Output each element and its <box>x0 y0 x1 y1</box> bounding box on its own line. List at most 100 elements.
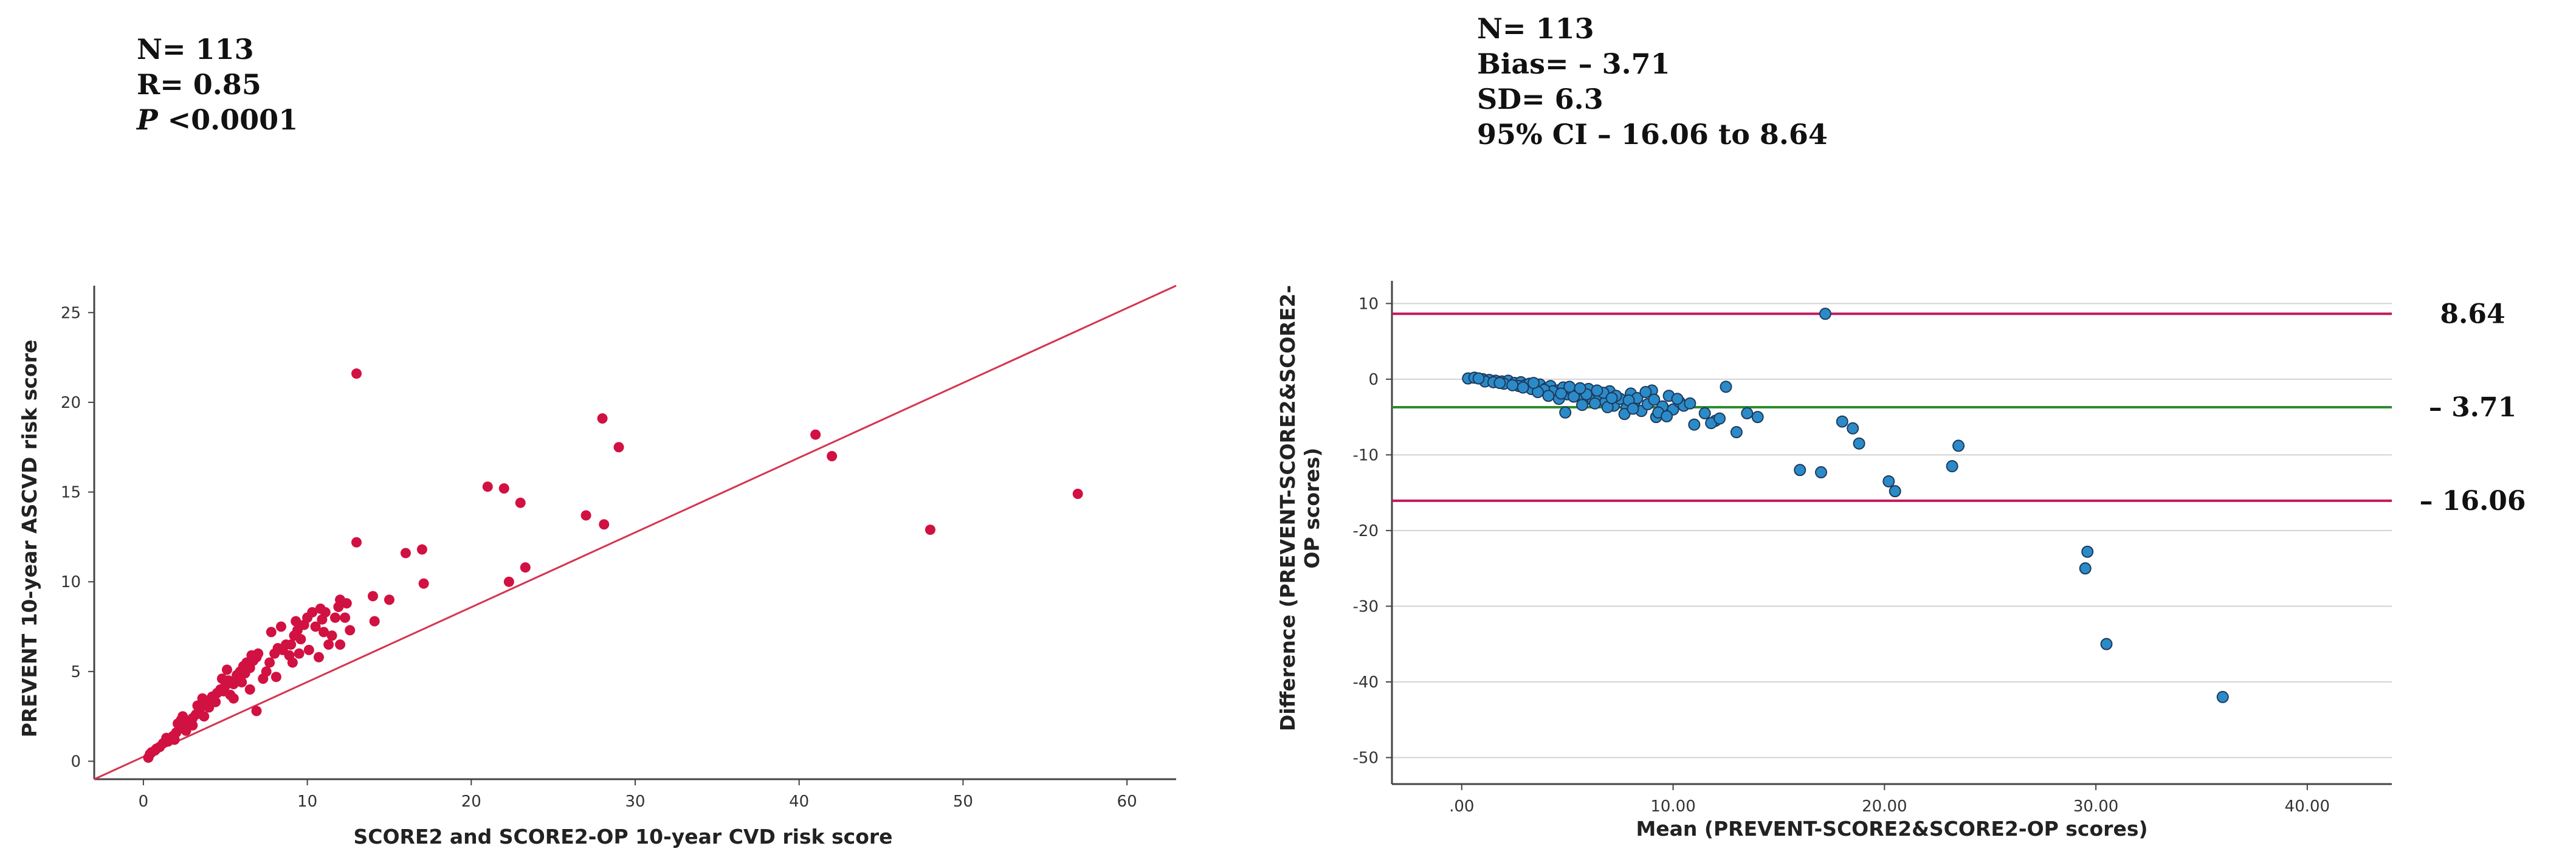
x-tick-label: 20 <box>461 793 481 811</box>
x-axis-title: SCORE2 and SCORE2-OP 10-year CVD risk sc… <box>353 825 892 848</box>
y-tick-label: -30 <box>1353 597 1379 616</box>
x-tick-label: 40.00 <box>2285 797 2330 816</box>
data-point <box>1713 412 1726 425</box>
data-point <box>1671 393 1684 405</box>
data-point <box>1627 402 1639 415</box>
data-point <box>1814 466 1827 479</box>
data-point <box>326 630 337 641</box>
data-point <box>228 679 239 690</box>
data-point <box>2081 545 2094 558</box>
p-symbol: P <box>137 103 158 136</box>
data-point <box>286 639 297 650</box>
data-point <box>503 576 514 587</box>
data-point <box>1555 387 1568 400</box>
data-point <box>313 652 324 663</box>
data-point <box>1605 391 1618 404</box>
data-point <box>1684 397 1696 410</box>
data-point <box>367 591 378 602</box>
data-point <box>335 639 346 650</box>
data-point <box>341 598 352 609</box>
p-value: <0.0001 <box>157 103 298 136</box>
data-point <box>169 734 180 745</box>
data-point <box>1527 377 1540 390</box>
data-point <box>1847 422 1859 435</box>
data-point <box>1836 415 1848 428</box>
reference-line-label: – 16.06 <box>2419 486 2526 517</box>
data-point <box>580 510 591 521</box>
data-point <box>1493 377 1506 390</box>
data-point <box>246 650 257 661</box>
data-point <box>192 700 203 711</box>
data-point <box>1506 379 1519 391</box>
data-point <box>515 497 526 508</box>
data-point <box>270 672 281 683</box>
data-point <box>1648 393 1661 406</box>
y-tick-label: 25 <box>61 304 81 322</box>
scatter-chart: 0 5 10 15 20 25 0 10 20 30 40 50 60 SCORE2 and SCORE2… <box>18 284 1177 848</box>
data-point <box>329 612 340 623</box>
x-tick-label: .00 <box>1449 797 1474 816</box>
data-point <box>221 664 232 675</box>
x-tick-label: 30 <box>625 793 645 811</box>
data-point <box>1730 426 1743 439</box>
data-point <box>1819 308 1831 320</box>
data-point <box>303 644 314 655</box>
y-tick-label: -40 <box>1353 673 1379 692</box>
y-tick-label: -20 <box>1353 522 1379 540</box>
data-point <box>333 602 344 613</box>
y-tick-label: 10 <box>1359 295 1379 313</box>
data-point <box>1720 380 1732 393</box>
data-point <box>2216 690 2229 703</box>
y-axis-title-line2: OP scores) <box>1300 448 1324 569</box>
data-point <box>319 627 329 638</box>
p-stat: P <0.0001 <box>137 102 298 137</box>
y-tick-label: 10 <box>61 573 81 591</box>
y-axis-title-line1: Difference (PREVENT-SCORE2&SCORE2- <box>1276 285 1300 731</box>
x-axis-title: Mean (PREVENT-SCORE2&SCORE2-OP scores) <box>1636 817 2147 841</box>
data-point <box>2100 638 2113 650</box>
x-tick-label: 20.00 <box>1862 797 1907 816</box>
bland-altman-stats: N= 113 Bias= – 3.71 SD= 6.3 95% CI – 16.… <box>1477 11 1828 152</box>
data-point <box>1946 460 1958 473</box>
data-point <box>181 725 191 736</box>
data-point <box>225 689 236 700</box>
data-point <box>216 673 227 684</box>
data-point <box>323 639 334 650</box>
data-point <box>1794 464 1806 477</box>
data-point <box>199 711 210 722</box>
data-point <box>1072 489 1083 500</box>
bland-altman-chart: 10 0 -10 -20 -30 -40 -50 .00 10.00 20.00 30.00 40.0… <box>1276 281 2526 841</box>
data-point <box>291 616 301 627</box>
data-point <box>1882 475 1895 487</box>
y-tick-label: 0 <box>1368 371 1379 389</box>
reference-line-label: – 3.71 <box>2429 392 2516 423</box>
data-point <box>1889 485 1901 498</box>
data-point <box>264 657 275 668</box>
data-point <box>520 562 531 573</box>
n-stat-right: N= 113 <box>1477 12 1594 45</box>
reference-line <box>94 284 1177 780</box>
data-point <box>1618 408 1631 421</box>
data-point <box>1853 437 1865 450</box>
y-tick-label: -10 <box>1353 446 1379 464</box>
data-point <box>1639 386 1652 399</box>
data-point <box>1661 410 1673 422</box>
data-point <box>597 413 608 424</box>
ci-stat: 95% CI – 16.06 to 8.64 <box>1477 118 1828 151</box>
data-point <box>599 519 610 530</box>
data-point <box>1751 411 1764 424</box>
data-point <box>1688 418 1701 431</box>
x-tick-label: 30.00 <box>2073 797 2118 816</box>
x-tick-label: 50 <box>953 793 973 811</box>
y-axis-title: PREVENT 10-year ASCVD risk score <box>18 340 41 738</box>
data-point <box>1568 390 1580 403</box>
data-point <box>351 537 362 548</box>
data-point <box>369 616 380 627</box>
data-point <box>1517 381 1529 394</box>
data-point <box>150 745 160 756</box>
data-point <box>1576 399 1589 411</box>
data-point <box>482 481 493 492</box>
sd-stat: SD= 6.3 <box>1477 83 1603 115</box>
x-tick-label: 60 <box>1117 793 1137 811</box>
